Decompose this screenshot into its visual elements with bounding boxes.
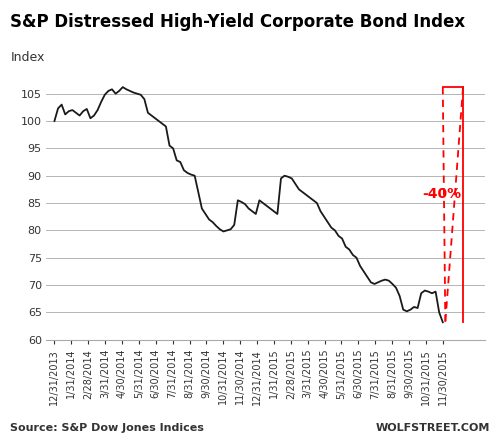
Text: Index: Index [11,51,46,64]
Text: -40%: -40% [422,187,462,201]
Text: S&P Distressed High-Yield Corporate Bond Index: S&P Distressed High-Yield Corporate Bond… [10,13,465,31]
Text: Source: S&P Dow Jones Indices: Source: S&P Dow Jones Indices [10,423,204,433]
Text: WOLFSTREET.COM: WOLFSTREET.COM [376,423,490,433]
